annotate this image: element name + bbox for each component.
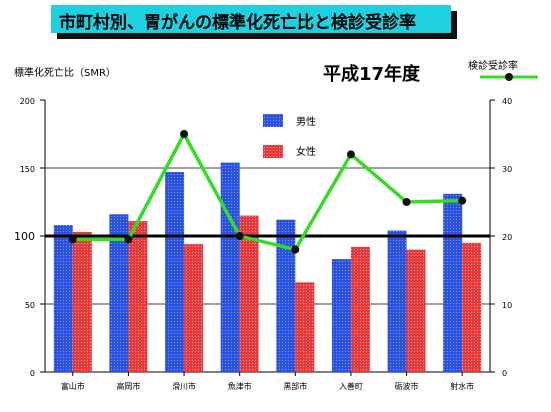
x-tick-label: 入善町: [339, 381, 363, 391]
year-label: 平成17年度: [323, 63, 421, 85]
right-tick-label: 30: [502, 165, 512, 174]
screening-point: [68, 235, 77, 244]
legend-female-label: 女性: [296, 145, 316, 158]
left-axis-label: 標準化死亡比（SMR）: [14, 66, 116, 79]
bar-female: [406, 249, 426, 372]
bar-male: [220, 162, 240, 372]
bar-female: [239, 215, 259, 372]
screening-legend-label: 検診受診率: [468, 59, 518, 72]
screening-point: [402, 198, 411, 206]
bar-female: [462, 242, 482, 372]
bar-male: [331, 259, 351, 372]
screening-point: [346, 150, 355, 159]
x-tick-label: 富山市: [61, 381, 85, 391]
screening-point: [291, 245, 300, 254]
bar-female: [350, 246, 370, 372]
bar-male: [443, 193, 463, 372]
bar-male: [165, 172, 185, 372]
x-tick-label: 高岡市: [116, 381, 140, 391]
x-tick-label: 射水市: [450, 381, 474, 391]
bar-male: [387, 230, 407, 372]
left-tick-label: 0: [30, 369, 35, 378]
chart-title: 市町村別、胃がんの標準化死亡比と検診受診率: [59, 13, 416, 33]
right-tick-label: 10: [502, 301, 512, 310]
x-tick-label: 滑川市: [172, 381, 196, 391]
bar-male: [109, 214, 129, 372]
left-tick-label: 200: [20, 97, 35, 106]
x-tick-label: 砺波市: [395, 381, 419, 391]
right-tick-label: 0: [502, 369, 507, 378]
bar-female: [184, 244, 204, 372]
screening-legend-marker: [505, 73, 513, 81]
bar-male: [276, 219, 296, 372]
bar-male: [53, 225, 73, 372]
screening-point: [235, 232, 244, 240]
legend-male-label: 男性: [296, 115, 316, 128]
legend-male-swatch: [263, 114, 283, 127]
bar-female: [295, 282, 315, 372]
x-tick-label: 魚津市: [228, 381, 252, 391]
x-tick-label: 黒部市: [283, 381, 307, 391]
left-tick-label: 150: [20, 165, 35, 174]
right-tick-label: 40: [502, 97, 512, 106]
bar-female: [128, 221, 148, 372]
title-banner: 市町村別、胃がんの標準化死亡比と検診受診率: [51, 5, 451, 33]
screening-point: [180, 130, 189, 138]
bar-female: [72, 231, 92, 372]
screening-line: [72, 130, 463, 252]
screening-point: [124, 235, 133, 244]
right-tick-label: 20: [502, 233, 512, 242]
left-tick-label: 50: [25, 301, 35, 310]
screening-point: [458, 196, 467, 205]
left-tick-label: 100: [14, 230, 35, 243]
legend-female-swatch: [263, 145, 283, 158]
